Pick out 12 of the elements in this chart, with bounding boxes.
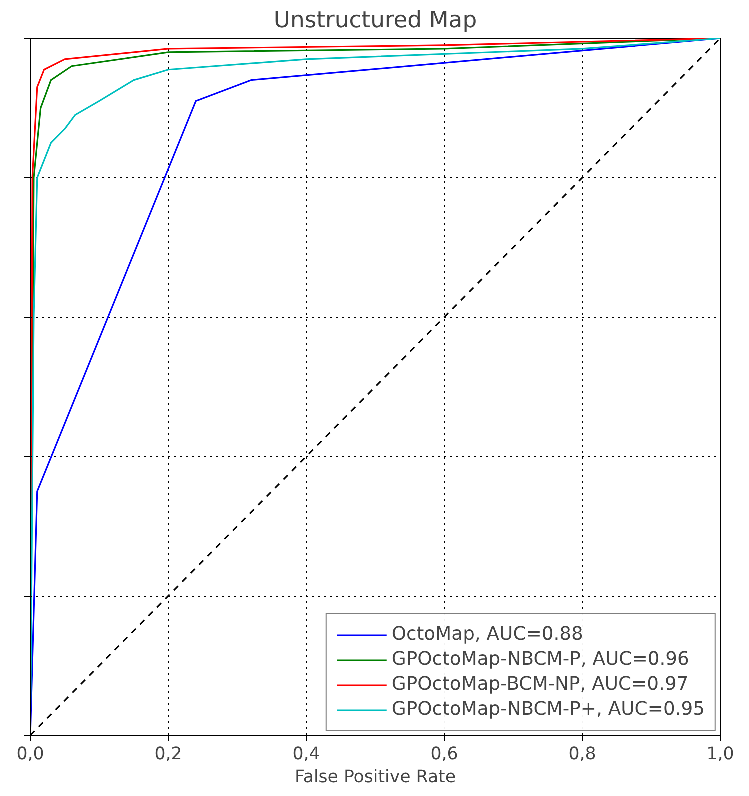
x-axis-title: False Positive Rate xyxy=(294,768,456,788)
legend-label: GPOctoMap-NBCM-P, AUC=0.96 xyxy=(392,649,690,670)
x-tick-label: 0,0 xyxy=(16,744,44,764)
x-tick-label: 0,2 xyxy=(154,744,182,764)
x-tick-label: 0,4 xyxy=(292,744,320,764)
legend-label: OctoMap, AUC=0.88 xyxy=(392,624,584,645)
chart-title: Unstructured Map xyxy=(274,8,478,34)
x-tick-label: 0,6 xyxy=(430,744,458,764)
legend-label: GPOctoMap-NBCM-P+, AUC=0.95 xyxy=(392,699,705,720)
legend-label: GPOctoMap-BCM-NP, AUC=0.97 xyxy=(392,674,689,695)
x-tick-label: 1,0 xyxy=(706,744,734,764)
x-tick-label: 0,8 xyxy=(568,744,596,764)
